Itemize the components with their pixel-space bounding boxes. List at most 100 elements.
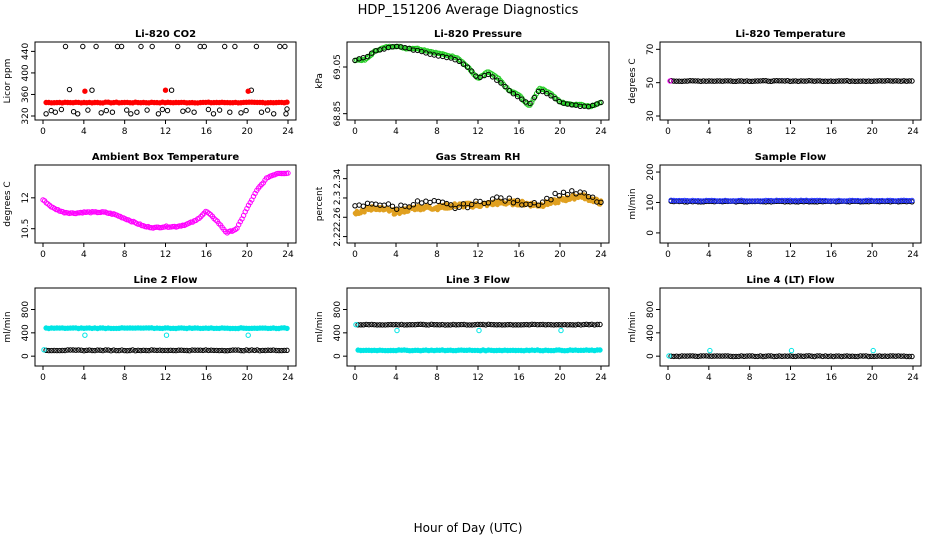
data-point <box>736 353 742 360</box>
x-tick-label: 12 <box>785 250 796 260</box>
panel-title: Li-820 Pressure <box>434 29 522 40</box>
data-point <box>706 197 712 204</box>
data-point <box>369 321 375 328</box>
data-point <box>460 201 467 207</box>
data-point <box>175 43 181 50</box>
data-point <box>100 347 106 354</box>
y-tick-label: 0 <box>646 353 656 359</box>
data-point <box>537 321 543 328</box>
data-point <box>746 78 753 85</box>
data-point <box>906 78 912 84</box>
data-point <box>548 197 554 203</box>
data-point <box>898 197 904 204</box>
series-line3-cyan-dips <box>353 322 564 334</box>
data-point <box>830 353 837 360</box>
data-point <box>855 353 861 360</box>
y-axis-label: ml/min <box>315 311 325 342</box>
y-tick-label: 70 <box>646 43 656 55</box>
data-point <box>681 197 688 204</box>
data-point <box>866 197 872 204</box>
data-point <box>461 321 467 328</box>
data-point <box>887 353 893 359</box>
data-point <box>763 353 769 359</box>
data-point <box>790 78 796 84</box>
data-point <box>247 199 253 206</box>
data-point <box>773 197 780 204</box>
data-point <box>59 347 65 354</box>
data-point <box>534 322 541 328</box>
data-point <box>817 197 823 204</box>
data-point <box>127 347 133 354</box>
data-point <box>529 321 535 327</box>
data-point <box>744 353 750 359</box>
data-point <box>722 353 728 359</box>
data-point <box>401 322 407 328</box>
data-point <box>232 347 239 353</box>
data-point <box>369 50 375 56</box>
data-point <box>583 321 590 327</box>
x-tick-label: 0 <box>665 373 671 383</box>
data-point <box>744 78 750 84</box>
data-point <box>787 197 793 204</box>
data-point <box>407 322 413 328</box>
data-point <box>41 347 47 353</box>
x-tick-label: 24 <box>595 373 607 383</box>
data-point <box>164 107 171 114</box>
y-tick-label: 68.85 <box>333 101 343 127</box>
data-point <box>855 78 861 84</box>
data-point <box>542 322 549 328</box>
data-point <box>795 198 801 204</box>
x-tick-label: 4 <box>81 127 87 137</box>
series-licor-temp-start <box>667 78 673 84</box>
data-point <box>489 74 496 80</box>
data-point <box>168 87 175 93</box>
data-point <box>405 209 411 214</box>
data-point <box>513 322 519 328</box>
data-point <box>874 198 880 204</box>
data-point <box>776 353 782 359</box>
series-rh-black <box>352 188 604 212</box>
x-tick-label: 12 <box>472 373 483 383</box>
data-point <box>466 322 473 328</box>
data-point <box>62 43 69 50</box>
data-point <box>771 198 777 204</box>
data-point <box>814 78 820 84</box>
y-axis-label: degrees C <box>3 181 13 226</box>
data-point <box>698 78 704 85</box>
data-point <box>703 197 709 204</box>
data-point <box>833 198 839 204</box>
data-point <box>717 353 723 359</box>
x-tick-label: 20 <box>866 373 878 383</box>
data-point <box>532 321 538 328</box>
data-point <box>725 198 731 204</box>
data-point <box>205 347 212 354</box>
data-point <box>890 78 896 84</box>
data-point <box>801 353 807 359</box>
data-point <box>148 347 155 353</box>
data-point <box>80 43 86 50</box>
data-point <box>469 201 475 208</box>
x-tick-label: 8 <box>122 250 128 260</box>
data-point <box>666 353 672 359</box>
data-point <box>222 43 228 50</box>
data-point <box>687 78 693 84</box>
data-point <box>717 198 723 204</box>
data-point <box>901 197 907 204</box>
data-point <box>784 353 791 359</box>
data-point <box>558 327 564 334</box>
data-point <box>709 78 715 84</box>
series-co2-b <box>43 87 290 106</box>
data-point <box>887 78 893 84</box>
data-point <box>155 111 162 117</box>
data-point <box>798 197 804 204</box>
data-point <box>360 203 366 209</box>
data-point <box>711 78 718 84</box>
data-point <box>173 347 179 354</box>
data-point <box>852 198 858 204</box>
data-point <box>43 347 49 353</box>
data-point <box>828 78 834 84</box>
x-tick-label: 4 <box>81 250 87 260</box>
x-tick-label: 12 <box>472 250 483 260</box>
data-point <box>140 347 147 353</box>
data-point <box>502 322 508 328</box>
